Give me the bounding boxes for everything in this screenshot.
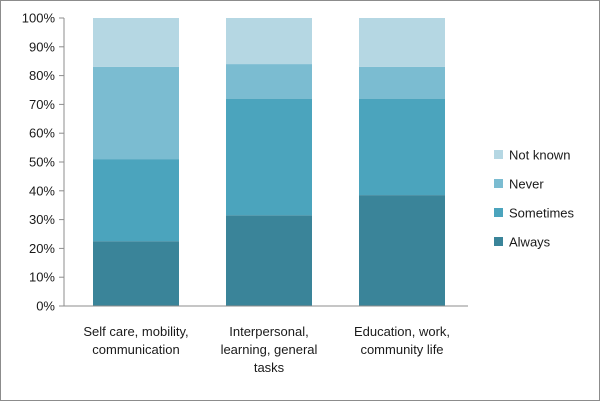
y-tick-label: 20% [29, 241, 55, 256]
y-tick-label: 30% [29, 212, 55, 227]
x-category-label-line: community life [360, 342, 443, 357]
bar-segment-never [226, 64, 312, 99]
bar-segment-not-known [359, 18, 445, 67]
x-category-label-line: Self care, mobility, [83, 324, 188, 339]
y-tick-label: 60% [29, 126, 55, 141]
legend-swatch [494, 150, 503, 159]
x-category-label-line: learning, general [221, 342, 318, 357]
legend: Not known Never Sometimes Always [494, 148, 575, 250]
legend-swatch [494, 179, 503, 188]
x-axis: Self care, mobility, communication Interpe… [64, 305, 468, 375]
y-tick-label: 70% [29, 97, 55, 112]
bar-segment-sometimes [93, 159, 179, 242]
x-category-label: Education, work, community life [354, 324, 450, 357]
x-category-label: Self care, mobility, communication [83, 324, 188, 357]
legend-swatch [494, 237, 503, 246]
y-tick-label: 80% [29, 68, 55, 83]
x-category-label: Interpersonal, learning, general tasks [221, 324, 318, 375]
bar-segment-never [359, 66, 445, 99]
x-category-label-line: Interpersonal, [229, 324, 309, 339]
y-tick-label: 100% [22, 11, 56, 26]
legend-label: Sometimes [509, 206, 575, 221]
bar-segment-always [359, 195, 445, 306]
bar-segment-sometimes [226, 98, 312, 216]
y-tick-label: 90% [29, 39, 55, 54]
legend-label: Always [509, 235, 551, 250]
bar-segment-not-known [93, 18, 179, 67]
legend-label: Not known [509, 148, 570, 163]
bars [93, 18, 445, 306]
x-category-label-line: tasks [254, 360, 285, 375]
bar-segment-not-known [226, 18, 312, 65]
bar-segment-sometimes [359, 98, 445, 196]
y-tick-label: 10% [29, 270, 55, 285]
bar-segment-never [93, 66, 179, 160]
legend-label: Never [509, 177, 544, 192]
y-tick-label: 50% [29, 155, 55, 170]
y-tick-label: 0% [36, 299, 55, 314]
bar-segment-always [226, 215, 312, 306]
legend-swatch [494, 208, 503, 217]
y-tick-label: 40% [29, 183, 55, 198]
y-axis: 0% 10% 20% 30% 40% 50% 60% 70% 80% 90% 100% [22, 11, 65, 314]
bar-segment-always [93, 241, 179, 306]
x-category-label-line: communication [92, 342, 179, 357]
x-category-label-line: Education, work, [354, 324, 450, 339]
